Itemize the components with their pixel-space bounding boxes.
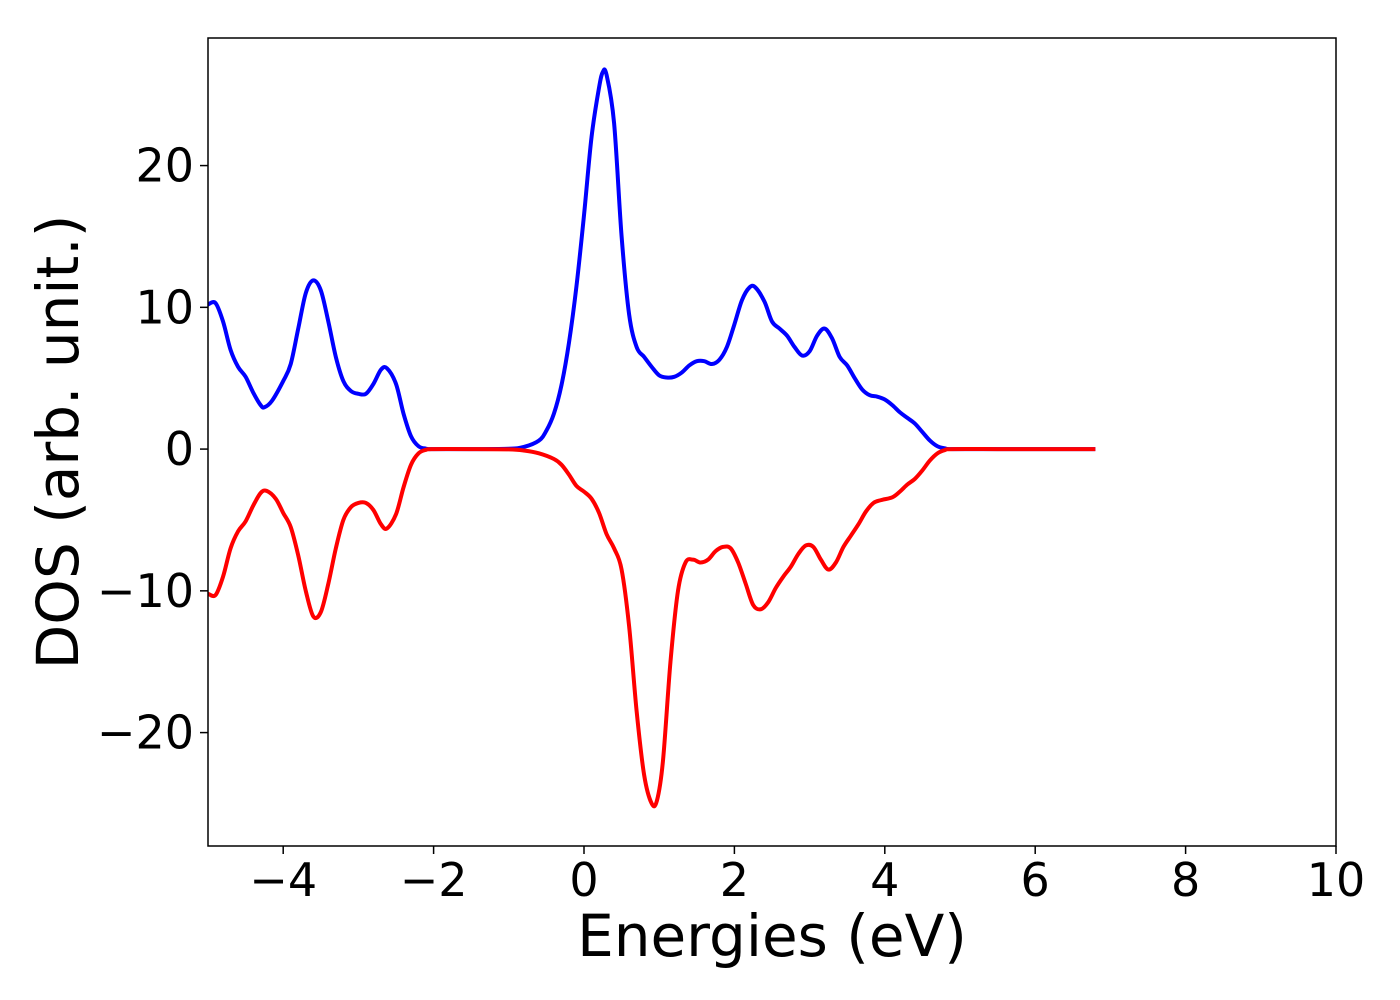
plot-frame <box>207 37 1337 847</box>
x-axis-ticks: −4 −2 0 2 4 6 8 10 <box>249 846 1365 907</box>
x-tick-label: −4 <box>249 853 317 907</box>
x-tick-label: 6 <box>1021 853 1050 907</box>
y-tick-label: 10 <box>135 280 194 334</box>
x-axis-label: Energies (eV) <box>577 902 967 970</box>
series-layer <box>207 67 1096 809</box>
y-tick-label: 0 <box>165 422 194 476</box>
series-line-1 <box>207 67 1096 452</box>
y-tick-label: 20 <box>135 139 194 193</box>
x-tick-label: −2 <box>400 853 468 907</box>
x-tick-label: 2 <box>720 853 749 907</box>
x-tick-label: 10 <box>1307 853 1366 907</box>
y-tick-label: −10 <box>97 564 194 618</box>
x-tick-label: 0 <box>569 853 598 907</box>
y-axis-label: DOS (arb. unit.) <box>24 215 92 670</box>
y-axis-ticks: −20 −10 0 10 20 <box>97 139 208 760</box>
series-line-2 <box>207 447 1096 809</box>
x-tick-label: 8 <box>1171 853 1200 907</box>
y-tick-label: −20 <box>97 706 194 760</box>
x-tick-label: 4 <box>870 853 899 907</box>
